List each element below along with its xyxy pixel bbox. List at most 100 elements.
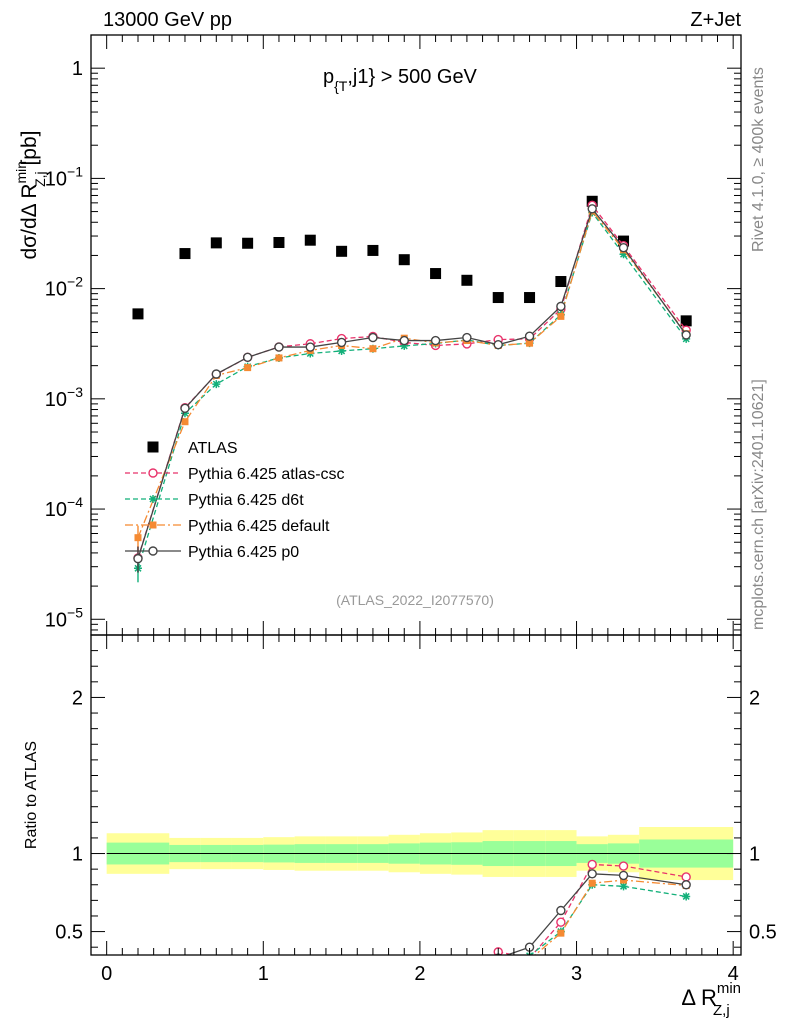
ratio-line-d6t — [529, 884, 687, 955]
ratio-point-default — [557, 929, 565, 937]
legend-label: Pythia 6.425 d6t — [188, 492, 304, 509]
data-point-p0 — [681, 330, 691, 340]
y-tick-base: 10 — [45, 389, 67, 411]
ratio-y-tick-label-right: 2 — [749, 687, 760, 709]
data-point-atlas — [367, 244, 379, 256]
y-tick-label: 10−5 — [45, 604, 83, 631]
series-p0 — [133, 204, 691, 573]
data-point-d6t — [180, 409, 189, 418]
data-point-p0 — [242, 352, 253, 363]
legend-entry-atlas_csc: Pythia 6.425 atlas-csc — [125, 466, 345, 483]
data-point-default — [134, 534, 142, 542]
legend-label: ATLAS — [188, 440, 238, 457]
ratio-point-atlas_csc — [587, 859, 597, 870]
ratio-frame — [90, 634, 742, 956]
data-point-p0 — [493, 339, 503, 350]
ratio-point-d6t — [682, 892, 691, 901]
series-atlas_csc — [133, 200, 691, 572]
data-point-p0 — [305, 342, 315, 352]
data-point-atlas — [492, 292, 504, 304]
data-point-atlas — [680, 315, 692, 327]
data-point-default — [181, 418, 189, 426]
data-point-p0 — [133, 553, 143, 564]
cut-label-rest: ,j1} > 500 GeV — [347, 66, 477, 88]
data-point-atlas — [210, 237, 222, 249]
data-point-atlas — [304, 234, 316, 246]
data-point-d6t — [212, 380, 221, 389]
header-left-label: 13000 GeV pp — [103, 9, 232, 31]
analysis-tag: (ATLAS_2022_I2077570) — [336, 592, 494, 608]
x-tick-label: 4 — [728, 963, 739, 985]
ratio-line-atlas_csc — [498, 863, 687, 955]
ylabel-main: dσ/dΔ R — [18, 183, 41, 259]
data-point-atlas — [132, 308, 144, 320]
legend-label: Pythia 6.425 p0 — [188, 544, 299, 561]
data-point-default — [244, 364, 252, 372]
ylabel-unit: [pb] — [18, 130, 41, 171]
series-atlas — [132, 195, 692, 327]
ratio-point-atlas_csc — [556, 917, 566, 927]
legend-marker — [149, 495, 157, 503]
main-series-layer — [132, 195, 692, 583]
rivet-label: Rivet 4.1.0, ≥ 400k events — [750, 67, 767, 252]
cut-label-sub: {T — [334, 78, 348, 94]
ratio-y-tick-label: 1 — [72, 844, 83, 866]
legend-entry-p0: Pythia 6.425 p0 — [125, 544, 299, 561]
cut-label-main: p — [323, 66, 334, 88]
legend-entry-atlas: ATLAS — [147, 440, 238, 457]
data-point-p0 — [368, 332, 378, 343]
x-axis-label: Δ Rmin Z,j — [681, 980, 741, 1019]
ratio-point-atlas_csc — [618, 861, 629, 871]
ylabel-sub: Z,j — [32, 171, 48, 187]
ratio-point-p0 — [681, 880, 691, 890]
data-point-d6t — [619, 250, 628, 259]
data-point-atlas — [524, 292, 536, 304]
data-point-p0 — [524, 331, 535, 341]
ratio-y-axis-label: Ratio to ATLAS — [23, 741, 40, 849]
ratio-series-d6t — [526, 880, 691, 955]
main-y-axis-label: dσ/dΔ Rmin Z,j [pb] — [13, 130, 48, 259]
cut-label: p{T,j1} > 500 GeV — [323, 66, 478, 94]
xlabel-sub: Z,j — [713, 1002, 730, 1019]
axes-layer: 0 1 2 3 410−510−410−310−210−110.5 0.51 12 2 — [45, 34, 777, 985]
legend-entry-default: Pythia 6.425 default — [125, 518, 330, 535]
ratio-y-tick-label-right: 1 — [749, 844, 760, 866]
legend-entry-d6t: Pythia 6.425 d6t — [125, 492, 304, 509]
y-tick-label: 10−2 — [45, 274, 83, 301]
series-line-d6t — [137, 211, 687, 569]
data-point-atlas — [179, 248, 191, 260]
legend-marker — [149, 521, 157, 529]
data-point-atlas — [461, 274, 473, 286]
legend-label: Pythia 6.425 default — [188, 518, 330, 535]
legend-marker — [147, 441, 159, 453]
data-point-atlas — [242, 237, 254, 249]
data-point-atlas — [430, 268, 442, 280]
data-point-default — [275, 354, 283, 362]
y-tick-exponent: −4 — [67, 494, 83, 510]
data-point-p0 — [336, 337, 347, 348]
data-point-p0 — [211, 369, 222, 379]
y-tick-base: 10 — [45, 499, 67, 521]
y-tick-base: 10 — [45, 279, 67, 301]
ratio-point-default — [588, 879, 596, 887]
ylabel-sup: min — [13, 161, 29, 184]
legend-marker — [148, 546, 158, 556]
ratio-line-p0 — [505, 873, 687, 955]
y-tick-label: 10−4 — [45, 494, 83, 521]
y-tick-label: 1 — [72, 58, 83, 80]
legend-marker — [148, 468, 158, 478]
x-tick-label: 3 — [571, 963, 582, 985]
data-point-atlas — [555, 276, 567, 288]
ratio-point-p0 — [618, 870, 629, 881]
y-tick-base: 10 — [45, 609, 67, 631]
y-tick-label: 10−3 — [45, 384, 83, 411]
ratio-point-default — [526, 956, 533, 963]
ratio-y-tick-label: 0.5 — [55, 922, 83, 944]
data-point-d6t — [400, 341, 409, 350]
ratio-series-atlas_csc — [493, 859, 691, 955]
mcplots-label: mcplots.cern.ch [arXiv:2401.10621] — [750, 379, 767, 630]
y-tick-exponent: −1 — [67, 163, 83, 179]
data-point-default — [526, 339, 534, 347]
data-point-atlas — [273, 237, 285, 249]
